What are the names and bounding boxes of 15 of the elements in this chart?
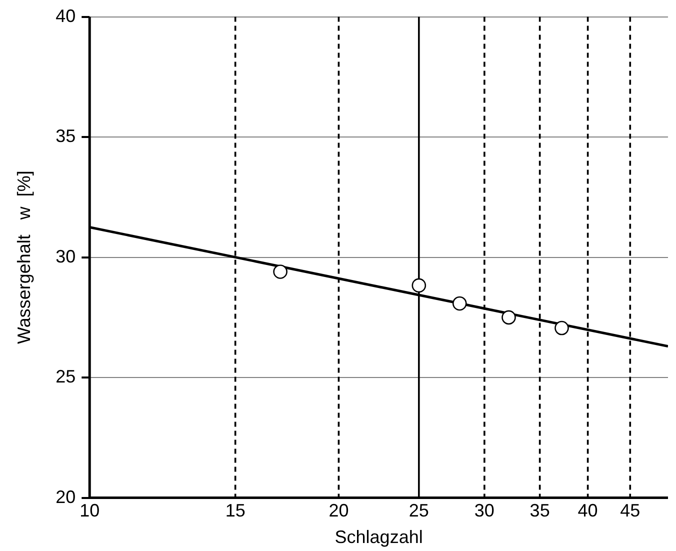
- x-tick-label: 20: [328, 500, 349, 521]
- x-tick-label: 10: [80, 500, 100, 521]
- x-tick-label: 40: [578, 500, 598, 521]
- y-tick-label: 30: [56, 246, 76, 266]
- x-tick-label: 35: [530, 500, 550, 521]
- x-tick-label: 45: [620, 500, 640, 521]
- x-axis-title: Schlagzahl: [334, 527, 423, 548]
- x-tick-label: 15: [225, 500, 246, 521]
- y-tick-label: 40: [56, 6, 76, 26]
- y-tick-label: 20: [56, 486, 76, 507]
- x-tick-label: 30: [474, 500, 494, 521]
- y-tick-label: 35: [56, 126, 76, 146]
- y-axis-title: Wassergehalt w [%]: [14, 170, 34, 344]
- y-tick-label: 25: [56, 366, 76, 387]
- x-tick-label: 25: [408, 500, 429, 521]
